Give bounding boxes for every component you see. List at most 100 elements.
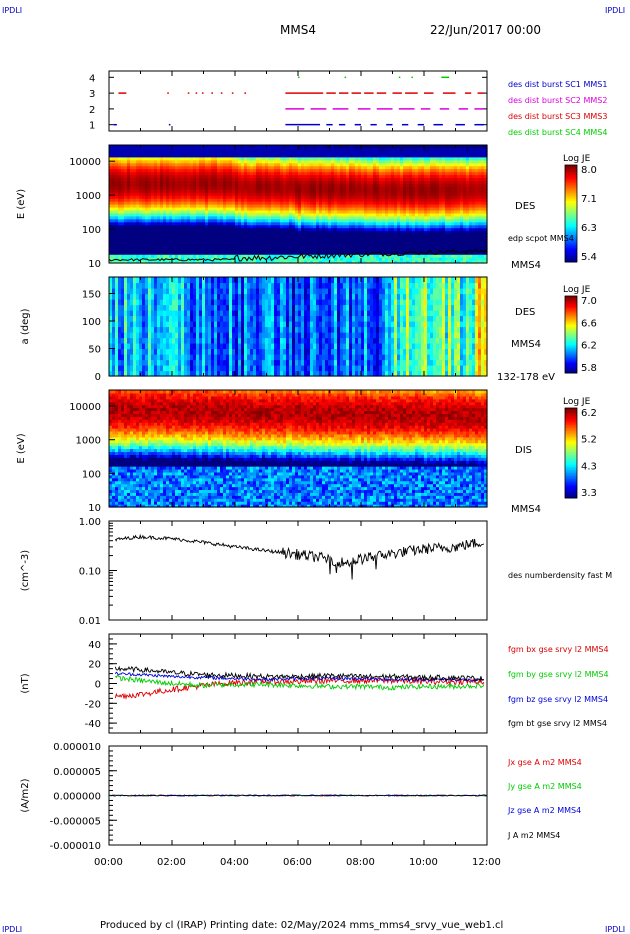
des-spectrogram-cell [130, 145, 134, 149]
des-spectrogram-cell [133, 260, 137, 264]
des-spectrogram-cell [115, 254, 119, 258]
des-spectrogram-cell [142, 177, 146, 181]
des-spectrogram-cell [130, 245, 134, 249]
des-spectrogram-cell [136, 204, 140, 208]
des-spectrogram-cell [115, 257, 119, 261]
des-spectrogram-cell [115, 192, 119, 196]
des-spectrogram-cell [121, 209, 125, 214]
des-spectrogram-cell [130, 150, 134, 155]
des-spectrogram-cell [133, 168, 137, 173]
des-spectrogram-cell [118, 201, 122, 205]
des-spectrogram-cell [145, 183, 149, 187]
des-spectrogram-cell [115, 251, 119, 255]
des-spectrogram-cell [139, 224, 143, 229]
des-spectrogram-cell [148, 248, 152, 252]
des-spectrogram-cell [112, 204, 116, 208]
des-spectrogram-cell [130, 209, 134, 214]
des-spectrogram-cell [124, 206, 128, 211]
des-spectrogram-cell [142, 198, 146, 202]
des-spectrogram-cell [118, 212, 122, 217]
des-spectrogram-cell [139, 171, 143, 176]
des-spectrogram-cell [124, 233, 128, 238]
des-spectrogram-cell [109, 242, 113, 246]
des-spectrogram-cell [115, 215, 119, 220]
legend-entry: des dist burst SC1 MMS1 [508, 80, 607, 89]
des-spectrogram-cell [109, 221, 113, 226]
des-spectrogram-cell [136, 186, 140, 190]
des-spectrogram-cell [121, 186, 125, 190]
des-spectrogram-cell [145, 171, 149, 176]
des-spectrogram-cell [133, 165, 137, 170]
des-spectrogram-cell [139, 236, 143, 240]
des-spectrogram-cell [121, 251, 125, 255]
des-spectrogram-cell [130, 153, 134, 158]
des-spectrogram-cell [109, 177, 113, 181]
des-spectrogram-cell [127, 212, 131, 217]
des-spectrogram-cell [124, 218, 128, 223]
des-spectrogram-cell [133, 180, 137, 184]
des-spectrogram-cell [139, 204, 143, 208]
des-spectrogram-cell [121, 242, 125, 246]
des-spectrogram-cell [127, 206, 131, 211]
des-spectrogram-cell [139, 147, 143, 152]
des-spectrogram-cell [118, 248, 122, 252]
des-spectrogram-cell [148, 233, 152, 238]
des-spectrogram-cell [133, 189, 137, 193]
des-spectrogram-cell [115, 236, 119, 240]
des-spectrogram-cell [121, 195, 125, 199]
des-spectrogram-cell [142, 254, 146, 258]
des-spectrogram-cell [139, 227, 143, 232]
des-spectrogram-cell [124, 242, 128, 246]
des-spectrogram-cell [121, 212, 125, 217]
des-spectrogram-cell [130, 201, 134, 205]
des-spectrogram-cell [118, 242, 122, 246]
des-spectrogram-cell [115, 221, 119, 226]
des-spectrogram-cell [121, 239, 125, 243]
des-spectrogram-cell [145, 186, 149, 190]
des-spectrogram-cell [121, 189, 125, 193]
des-spectrogram-cell [115, 174, 119, 179]
des-spectrogram-cell [145, 153, 149, 158]
des-spectrogram-cell [118, 177, 122, 181]
des-spectrogram-cell [112, 245, 116, 249]
des-spectrogram-cell [127, 156, 131, 161]
des-spectrogram-cell [142, 212, 146, 217]
des-spectrogram-cell [118, 230, 122, 235]
des-spectrogram-cell [148, 192, 152, 196]
des-spectrogram-cell [127, 153, 131, 158]
burst-panel-frame [108, 70, 488, 132]
des-spectrogram-cell [127, 221, 131, 226]
des-spectrogram-cell [133, 192, 137, 196]
corner-mark-top-left: IPDLI [2, 6, 22, 15]
des-spectrogram-cell [115, 198, 119, 202]
des-spectrogram-cell [133, 257, 137, 261]
des-spectrogram-cell [148, 201, 152, 205]
des-spectrogram-cell [130, 165, 134, 170]
des-spectrogram-cell [148, 215, 152, 220]
des-spectrogram-cell [139, 215, 143, 220]
des-spectrogram-cell [118, 165, 122, 170]
des-spectrogram-cell [133, 230, 137, 235]
des-spectrogram-cell [109, 150, 113, 155]
des-spectrogram-cell [127, 168, 131, 173]
des-spectrogram-cell [130, 233, 134, 238]
des-spectrogram-cell [118, 195, 122, 199]
des-spectrogram-cell [130, 177, 134, 181]
des-spectrogram-cell [127, 236, 131, 240]
des-spectrogram-cell [133, 236, 137, 240]
des-spectrogram-cell [142, 215, 146, 220]
des-spectrogram-cell [112, 153, 116, 158]
des-spectrogram-cell [133, 156, 137, 161]
des-spectrogram-cell [130, 171, 134, 176]
des-spectrogram-cell [136, 198, 140, 202]
des-spectrogram-cell [109, 209, 113, 214]
des-spectrogram-cell [118, 168, 122, 173]
des-spectrogram-cell [124, 145, 128, 149]
des-spectrogram-cell [118, 221, 122, 226]
des-spectrogram-cell [142, 162, 146, 167]
des-spectrogram-cell [124, 159, 128, 164]
des-spectrogram-cell [121, 204, 125, 208]
des-spectrogram-cell [121, 248, 125, 252]
des-spectrogram-cell [112, 147, 116, 152]
des-spectrogram-cell [115, 147, 119, 152]
